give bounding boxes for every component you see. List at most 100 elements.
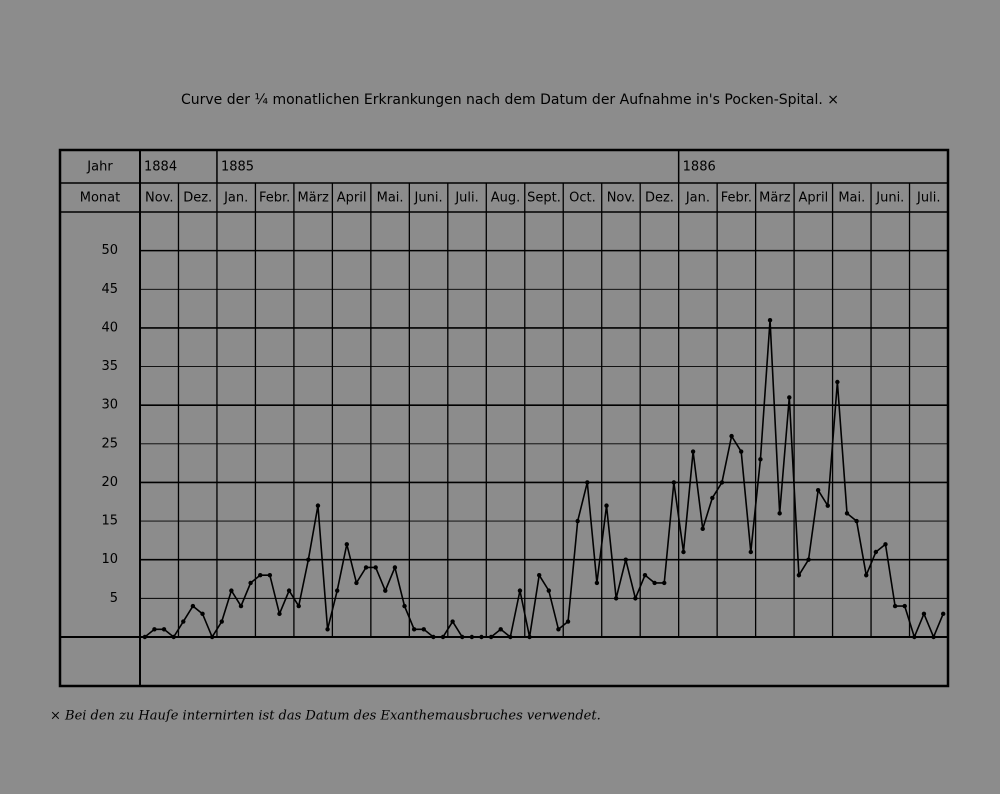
x-tick-label: Jan. [223, 191, 248, 206]
x-tick-label: März [759, 191, 791, 206]
data-point [363, 565, 369, 570]
data-point [575, 518, 580, 524]
data-point [719, 480, 725, 485]
year-header: Jahr [86, 160, 113, 175]
data-point [181, 619, 186, 624]
data-point [633, 596, 638, 601]
x-tick-label: Mai. [838, 191, 865, 206]
y-tick-label: 10 [101, 552, 118, 567]
data-point [758, 457, 763, 462]
data-point [883, 542, 888, 547]
data-point [815, 487, 821, 493]
data-point [219, 619, 224, 624]
data-point [431, 634, 436, 640]
data-point [248, 580, 253, 586]
data-point [931, 634, 936, 640]
chart-title: Curve der ¼ monatlichen Erkrankungen nac… [181, 92, 839, 108]
data-point [421, 627, 426, 632]
x-tick-label: Nov. [145, 191, 174, 206]
y-tick-label: 40 [101, 320, 118, 335]
data-point [700, 526, 705, 532]
data-point [604, 503, 609, 508]
data-point [748, 549, 754, 555]
data-point [902, 603, 907, 609]
data-point [190, 603, 196, 609]
data-point [613, 596, 619, 601]
data-point [383, 588, 388, 593]
data-point [469, 634, 475, 640]
data-point [440, 634, 446, 640]
data-point [517, 588, 523, 593]
data-point [315, 503, 321, 508]
data-point [738, 449, 744, 454]
data-point [844, 511, 850, 516]
data-point [710, 495, 715, 501]
x-tick-label: Juni. [414, 191, 443, 206]
data-point [940, 611, 946, 617]
y-tick-label: 50 [101, 243, 118, 258]
x-tick-label: April [798, 191, 828, 206]
x-tick-label: Juli. [454, 191, 478, 206]
x-tick-label: Juni. [875, 191, 904, 206]
data-point [546, 588, 552, 593]
data-point [200, 611, 205, 617]
data-point [652, 580, 657, 586]
data-point [402, 603, 407, 609]
data-point [787, 395, 792, 400]
x-tick-label: Mai. [377, 191, 404, 206]
data-point [642, 572, 648, 578]
data-point [854, 518, 859, 524]
data-point [161, 627, 167, 632]
x-tick-label: Nov. [607, 191, 636, 206]
y-tick-label: 20 [101, 475, 118, 490]
y-tick-label: 45 [101, 282, 118, 297]
data-point [806, 557, 811, 562]
data-point [681, 549, 686, 555]
data-point [142, 634, 148, 640]
data-point [209, 634, 215, 640]
data-point [767, 317, 773, 323]
x-tick-label: Oct. [569, 191, 596, 206]
y-tick-label: 25 [101, 436, 118, 451]
x-tick-label: Febr. [259, 191, 290, 206]
data-point [392, 565, 398, 570]
x-tick-label: Jan. [685, 191, 710, 206]
data-point [498, 627, 503, 632]
data-line [144, 320, 944, 640]
data-point [479, 634, 484, 640]
x-tick-label: Dez. [645, 191, 674, 206]
data-point [662, 580, 667, 586]
y-tick-label: 15 [101, 514, 118, 529]
data-point [277, 611, 282, 617]
data-point [267, 572, 273, 578]
data-point [354, 580, 359, 586]
data-point [777, 511, 782, 516]
data-point [729, 433, 734, 439]
data-point [325, 627, 330, 632]
x-tick-label: Dez. [183, 191, 212, 206]
data-point [671, 480, 677, 485]
y-tick-label: 35 [101, 359, 118, 374]
data-point [796, 572, 802, 578]
data-point [892, 603, 898, 609]
data-point [373, 565, 378, 570]
data-point [344, 542, 350, 547]
x-tick-label: Sept. [527, 191, 561, 206]
year-label: 1885 [221, 160, 254, 175]
data-point [460, 634, 465, 640]
x-tick-label: März [297, 191, 329, 206]
data-point [594, 580, 600, 586]
x-tick-label: Aug. [491, 191, 521, 206]
x-tick-label: April [337, 191, 367, 206]
data-point [258, 572, 263, 578]
data-point [286, 588, 292, 593]
data-point [488, 634, 494, 640]
y-tick-label: 30 [101, 398, 118, 413]
data-point [229, 588, 234, 593]
data-point [623, 557, 628, 562]
data-point [585, 480, 590, 485]
x-tick-label: Juli. [916, 191, 940, 206]
